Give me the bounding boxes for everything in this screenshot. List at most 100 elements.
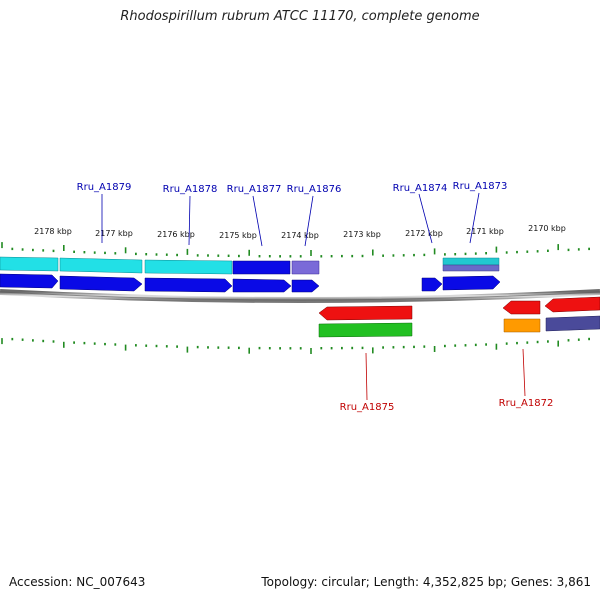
- gene-feature[interactable]: [503, 318, 541, 333]
- minor-tick: [165, 253, 168, 256]
- minor-tick: [238, 346, 240, 350]
- minor-tick: [42, 249, 45, 252]
- kbp-label: 2174 kbp: [281, 231, 319, 240]
- minor-tick: [474, 252, 477, 255]
- gene-feature[interactable]: [442, 264, 500, 272]
- minor-tick: [165, 345, 168, 348]
- gene-arrow[interactable]: [544, 296, 600, 313]
- minor-tick: [361, 254, 364, 258]
- minor-tick: [330, 255, 333, 258]
- major-tick: [495, 246, 498, 253]
- major-tick: [495, 343, 498, 350]
- gene-feature[interactable]: [144, 259, 233, 275]
- minor-tick: [351, 346, 354, 350]
- kbp-label: 2176 kbp: [157, 230, 195, 239]
- gene-label[interactable]: Rru_A1874: [393, 183, 448, 194]
- major-tick: [1, 338, 3, 345]
- gene-feature[interactable]: [232, 260, 291, 275]
- minor-tick: [526, 250, 529, 253]
- minor-tick: [196, 254, 199, 257]
- minor-tick: [351, 254, 354, 258]
- minor-tick: [268, 347, 271, 350]
- major-tick: [1, 242, 3, 249]
- kbp-label: 2170 kbp: [528, 224, 566, 233]
- minor-tick: [588, 247, 590, 251]
- kbp-label: 2177 kbp: [95, 229, 133, 238]
- forward-track-inner: [0, 273, 501, 293]
- gene-label[interactable]: Rru_A1875: [340, 402, 395, 413]
- gene-arrow[interactable]: [318, 305, 413, 321]
- gene-arrow[interactable]: [232, 278, 292, 293]
- major-tick: [186, 346, 189, 353]
- gene-arrow[interactable]: [421, 277, 443, 292]
- major-tick: [186, 248, 189, 255]
- major-tick: [433, 248, 436, 255]
- minor-tick: [320, 347, 323, 350]
- major-tick: [372, 347, 374, 354]
- gene-feature[interactable]: [442, 257, 500, 266]
- minor-tick: [444, 344, 446, 348]
- major-tick: [63, 341, 65, 348]
- minor-tick: [279, 347, 281, 350]
- minor-tick: [32, 339, 34, 342]
- minor-tick: [464, 344, 467, 347]
- gene-label[interactable]: Rru_A1878: [163, 184, 218, 195]
- outer-tick-row: [1, 242, 590, 258]
- minor-tick: [361, 346, 364, 350]
- minor-tick: [341, 254, 343, 258]
- reverse-track-inner: [318, 296, 600, 321]
- forward-gene-labels: Rru_A1879 Rru_A1878 Rru_A1877 Rru_A1876 …: [77, 181, 508, 247]
- gene-feature[interactable]: [291, 260, 320, 275]
- gene-arrow[interactable]: [291, 279, 320, 293]
- major-tick: [372, 249, 374, 256]
- minor-tick: [217, 346, 220, 349]
- minor-tick: [454, 344, 457, 347]
- minor-tick: [93, 342, 96, 345]
- minor-tick: [382, 254, 384, 257]
- major-tick: [63, 245, 65, 251]
- minor-tick: [547, 340, 549, 343]
- minor-tick: [93, 251, 96, 254]
- gene-arrow[interactable]: [144, 277, 233, 293]
- gene-label[interactable]: Rru_A1879: [77, 182, 132, 193]
- minor-tick: [83, 341, 86, 345]
- gene-feature[interactable]: [318, 322, 413, 338]
- minor-tick: [536, 340, 539, 344]
- minor-tick: [464, 252, 467, 256]
- minor-tick: [289, 255, 292, 258]
- minor-tick: [505, 251, 508, 254]
- gene-label[interactable]: Rru_A1873: [453, 181, 508, 192]
- minor-tick: [52, 340, 55, 343]
- minor-tick: [299, 255, 302, 258]
- minor-tick: [176, 253, 178, 257]
- minor-tick: [392, 254, 395, 257]
- gene-feature[interactable]: [545, 315, 600, 332]
- gene-label[interactable]: Rru_A1876: [287, 184, 342, 195]
- major-tick: [310, 250, 312, 256]
- minor-tick: [135, 252, 137, 256]
- major-tick: [433, 346, 436, 352]
- gene-feature[interactable]: [59, 257, 143, 274]
- gene-arrow[interactable]: [442, 275, 501, 291]
- minor-tick: [11, 337, 14, 341]
- minor-tick: [217, 254, 220, 257]
- gene-arrow[interactable]: [0, 273, 59, 289]
- reverse-track-outer: [318, 315, 600, 338]
- gene-arrow[interactable]: [502, 300, 541, 315]
- minor-tick: [21, 338, 24, 341]
- gene-label[interactable]: Rru_A1872: [499, 398, 554, 409]
- minor-tick: [279, 255, 281, 258]
- gene-feature[interactable]: [0, 256, 59, 272]
- gene-label[interactable]: Rru_A1877: [227, 184, 282, 195]
- minor-tick: [577, 338, 580, 341]
- minor-tick: [155, 344, 158, 348]
- minor-tick: [320, 255, 323, 258]
- minor-tick: [227, 346, 230, 349]
- gene-arrow[interactable]: [59, 275, 143, 292]
- minor-tick: [474, 343, 477, 347]
- major-tick: [248, 249, 250, 256]
- minor-tick: [258, 255, 261, 258]
- minor-tick: [227, 254, 230, 257]
- minor-tick: [536, 250, 539, 253]
- major-tick: [248, 347, 250, 354]
